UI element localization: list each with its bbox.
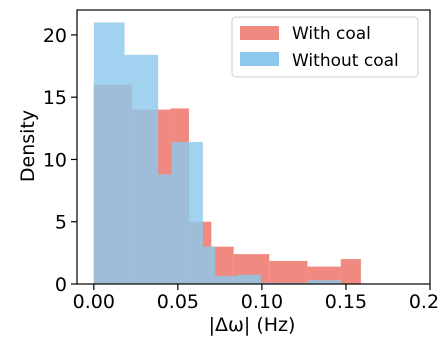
- legend-swatch-without-coal: [240, 52, 279, 66]
- bar-without-coal: [124, 54, 159, 284]
- plot-area: [93, 22, 361, 285]
- bar-without-coal: [202, 246, 216, 284]
- bar-without-coal: [93, 22, 125, 284]
- x-tick-label: 0.05: [157, 291, 199, 313]
- axes-frame: [76, 9, 431, 285]
- y-tick-label: 5: [55, 212, 67, 234]
- series-without-coal: [93, 22, 341, 284]
- bar-with-coal: [211, 246, 234, 284]
- bar-without-coal: [171, 142, 203, 284]
- bar-without-coal: [307, 280, 341, 284]
- bar-without-coal: [260, 282, 270, 284]
- axes: 0.00 0.05 0.10 0.15 0.20 0 5 10 15 20: [43, 9, 438, 313]
- x-axis-label: |Δω| (Hz): [209, 314, 296, 336]
- legend-label-without-coal: Without coal: [292, 51, 399, 71]
- y-axis-label: Density: [17, 110, 39, 182]
- legend-swatch-with-coal: [240, 26, 279, 40]
- legend: With coal Without coal: [231, 16, 419, 78]
- y-tick-label: 10: [43, 149, 67, 171]
- y-tick-label: 15: [43, 87, 67, 109]
- bar-without-coal: [215, 275, 238, 284]
- bar-without-coal: [158, 174, 172, 284]
- y-tick-label: 20: [43, 25, 67, 47]
- bar-with-coal: [340, 259, 361, 284]
- legend-label-with-coal: With coal: [292, 24, 371, 44]
- bar-with-coal: [269, 260, 308, 284]
- bar-without-coal: [269, 282, 308, 284]
- bar-with-coal: [307, 266, 341, 284]
- x-tick-label: 0.20: [409, 291, 438, 313]
- x-tick-label: 0.15: [325, 291, 367, 313]
- y-tick-label: 0: [55, 274, 67, 296]
- bar-without-coal: [237, 274, 261, 284]
- x-tick-label: 0.00: [73, 291, 115, 313]
- x-tick-label: 0.10: [241, 291, 283, 313]
